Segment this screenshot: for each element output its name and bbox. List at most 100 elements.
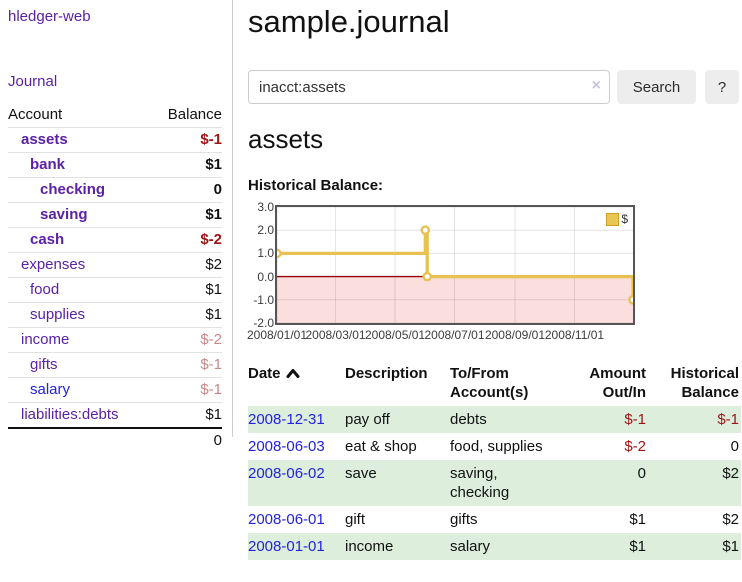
search-input[interactable] [248, 70, 610, 104]
app-title-link[interactable]: hledger-web [8, 8, 91, 25]
balance-total-row: 0 [8, 427, 222, 453]
sidebar-account-link[interactable]: assets [21, 131, 68, 148]
transaction-balance: 0 [730, 438, 739, 455]
transaction-accounts: food, supplies [450, 438, 543, 455]
account-balance-value: $2 [205, 256, 222, 273]
account-balance-value: $-2 [200, 331, 222, 348]
transaction-balance: $2 [722, 511, 739, 528]
y-axis-tick-label: 1.0 [257, 246, 274, 261]
account-row: food $1 [8, 277, 222, 302]
sidebar-account-link[interactable]: liabilities:debts [21, 406, 119, 423]
account-row: salary $-1 [8, 377, 222, 402]
account-row: gifts $-1 [8, 352, 222, 377]
data-point-marker [277, 248, 282, 259]
account-row: bank $1 [8, 152, 222, 177]
sidebar-account-link[interactable]: gifts [30, 356, 58, 373]
account-balance-value: $1 [205, 156, 222, 173]
sidebar-item-journal[interactable]: Journal [8, 73, 58, 90]
chart-title: Historical Balance: [248, 177, 384, 194]
account-row: saving $1 [8, 202, 222, 227]
sidebar-account-link[interactable]: cash [30, 231, 65, 248]
transaction-accounts: salary [450, 533, 551, 560]
register-header-accounts: To/From Account(s) [450, 365, 529, 401]
account-balance-value: $-1 [200, 131, 222, 148]
register-header-amount: Amount Out/In [589, 365, 646, 401]
data-point-marker [422, 271, 433, 282]
historical-balance-chart[interactable]: $ [275, 205, 635, 325]
x-axis-tick-label: 2008/03/01 [305, 328, 366, 342]
sidebar-account-link[interactable]: saving [40, 206, 88, 223]
account-row: checking 0 [8, 177, 222, 202]
account-row: income $-2 [8, 327, 222, 352]
transaction-amount: $-2 [624, 438, 646, 455]
transaction-accounts: gifts [450, 511, 478, 528]
register-header-date[interactable]: Date [248, 364, 345, 406]
account-balance-value: $1 [205, 206, 222, 223]
transaction-description: eat & shop [345, 438, 417, 455]
transaction-description: income [345, 533, 450, 560]
account-row: cash $-2 [8, 227, 222, 252]
account-balance-table: Account Balance assets $-1 bank $1 checking 0… [8, 103, 222, 453]
y-axis-tick-label: -2.0 [253, 316, 274, 330]
sidebar-account-link[interactable]: supplies [30, 306, 86, 323]
y-axis-tick-label: 2.0 [257, 223, 274, 238]
clear-search-icon[interactable]: × [591, 77, 601, 94]
chart-canvas[interactable] [277, 207, 633, 323]
sidebar-account-link[interactable]: bank [30, 156, 66, 173]
transaction-balance: $-1 [648, 406, 741, 433]
negative-region [277, 276, 633, 323]
help-button[interactable]: ? [705, 70, 739, 104]
x-axis-tick-label: 2008/11/01 [544, 328, 605, 342]
account-row: liabilities:debts $1 [8, 402, 222, 427]
register-header-balance: Historical Balance [670, 365, 739, 401]
register-row: 2008-06-01 gift gifts $1 $2 [248, 506, 741, 533]
account-balance-value: 0 [213, 181, 222, 198]
transaction-description: pay off [345, 406, 450, 433]
account-balance-value: $1 [205, 406, 222, 423]
sidebar: hledger-web Journal Account Balance asse… [0, 0, 233, 449]
y-axis-tick-label: -1.0 [253, 292, 274, 307]
data-point-marker [420, 225, 431, 236]
transaction-date-link[interactable]: 2008-06-01 [248, 511, 325, 528]
transaction-amount: 0 [551, 460, 648, 506]
search-form: × Search ? [248, 70, 742, 104]
register-row: 2008-01-01 income salary $1 $1 [248, 533, 741, 560]
register-header-description: Description [345, 365, 428, 382]
transaction-description: gift [345, 511, 366, 528]
transaction-balance: $1 [648, 533, 741, 560]
sidebar-account-link[interactable]: food [30, 281, 60, 298]
sidebar-account-link[interactable]: checking [40, 181, 106, 198]
y-axis-tick-label: 0.0 [257, 269, 274, 284]
x-axis-tick-label: 2008/01/01 [246, 328, 308, 342]
balance-total-value: 0 [213, 432, 222, 449]
legend-swatch-icon [606, 212, 620, 226]
account-balance-value: $-1 [200, 381, 222, 398]
account-row: assets $-1 [8, 127, 222, 152]
page-title: sample.journal [248, 4, 450, 39]
transaction-date-link[interactable]: 2008-12-31 [248, 411, 325, 428]
data-point-marker [628, 295, 633, 305]
account-column-header: Account [8, 106, 63, 123]
register-table: Date Description To/From Account(s) Amou… [248, 364, 741, 560]
balance-column-header: Balance [167, 106, 222, 123]
sidebar-account-link[interactable]: expenses [21, 256, 86, 273]
transaction-date-link[interactable]: 2008-06-03 [248, 438, 325, 455]
transaction-amount: $1 [629, 511, 646, 528]
register-row: 2008-06-03 eat & shop food, supplies $-2 0 [248, 433, 741, 460]
x-axis-tick-label: 2008/07/01 [424, 328, 485, 342]
account-heading: assets [248, 124, 324, 154]
transaction-date-link[interactable]: 2008-06-02 [248, 465, 325, 482]
sidebar-account-link[interactable]: salary [30, 381, 71, 398]
x-axis-tick-label: 2008/09/01 [484, 328, 545, 342]
transaction-amount: $-1 [551, 406, 648, 433]
search-button[interactable]: Search [617, 70, 696, 104]
account-row: supplies $1 [8, 302, 222, 327]
transaction-date-link[interactable]: 2008-01-01 [248, 538, 325, 555]
date-header-label: Date [248, 365, 281, 382]
main-content: sample.journal × Search ? assets Histori… [247, 0, 742, 582]
account-balance-value: $1 [205, 306, 222, 323]
account-balance-value: $1 [205, 281, 222, 298]
transaction-description: save [345, 460, 450, 506]
register-row: 2008-06-02 save saving, checking 0 $2 [248, 460, 741, 506]
sidebar-account-link[interactable]: income [21, 331, 70, 348]
